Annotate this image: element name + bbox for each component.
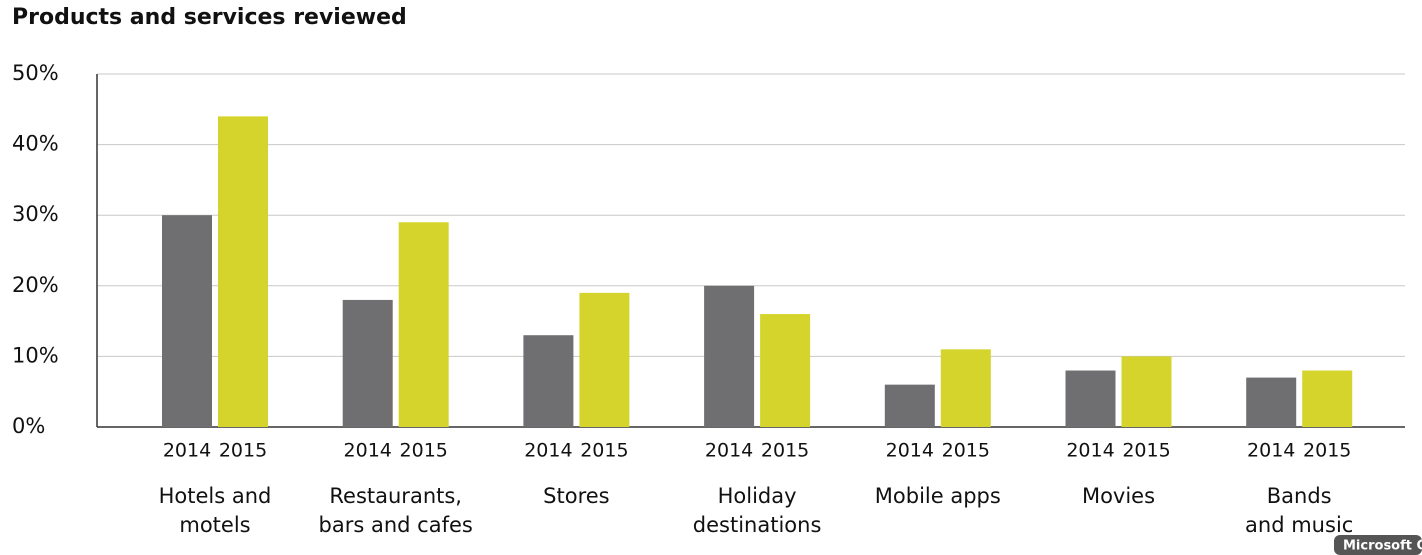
bar (1246, 377, 1297, 427)
y-tick-label: 20% (12, 273, 59, 297)
x-tick-label: Mobile apps (875, 484, 1001, 508)
x-tick-label: Holiday (718, 484, 797, 508)
series-label: 2014 (886, 440, 934, 462)
series-label: 2015 (580, 440, 628, 462)
bar (579, 292, 630, 427)
series-label: 2015 (219, 440, 267, 462)
x-tick-label: motels (179, 513, 250, 537)
series-label: 2014 (705, 440, 753, 462)
series-label: 2014 (524, 440, 572, 462)
y-tick-label: 0% (12, 414, 45, 438)
bar (162, 215, 212, 427)
y-tick-label: 50% (12, 61, 59, 85)
series-label: 2015 (400, 440, 448, 462)
series-label: 2014 (344, 440, 392, 462)
series-label: 2015 (1122, 440, 1170, 462)
watermark: Microsoft C (1343, 539, 1422, 554)
x-tick-label: and music (1245, 513, 1353, 537)
series-label: 2015 (942, 440, 990, 462)
series-label: 2015 (761, 440, 809, 462)
x-tick-label: destinations (693, 513, 822, 537)
bar (342, 299, 393, 427)
chart-title: Products and services reviewed (12, 5, 407, 30)
watermark-bg (1334, 535, 1422, 555)
x-tick-label: Bands (1267, 484, 1332, 508)
bar (218, 116, 268, 428)
x-tick-label: Stores (543, 484, 609, 508)
bar (523, 335, 574, 427)
x-tick-label: Movies (1082, 484, 1155, 508)
bar (1302, 370, 1353, 427)
series-label: 2014 (1066, 440, 1114, 462)
x-tick-label: Restaurants, (329, 484, 462, 508)
series-label: 2014 (163, 440, 211, 462)
bar (884, 384, 935, 427)
bar (398, 222, 449, 427)
bar (704, 285, 755, 427)
x-tick-label: bars and cafes (319, 513, 473, 537)
bar (940, 349, 991, 427)
series-label: 2014 (1247, 440, 1295, 462)
y-tick-label: 30% (12, 202, 59, 226)
x-tick-label: Hotels and (159, 484, 272, 508)
bar (1121, 356, 1172, 427)
y-tick-label: 40% (12, 132, 59, 156)
series-label: 2015 (1303, 440, 1351, 462)
bar (1065, 370, 1116, 427)
y-tick-label: 10% (12, 343, 59, 367)
bar (760, 314, 811, 427)
